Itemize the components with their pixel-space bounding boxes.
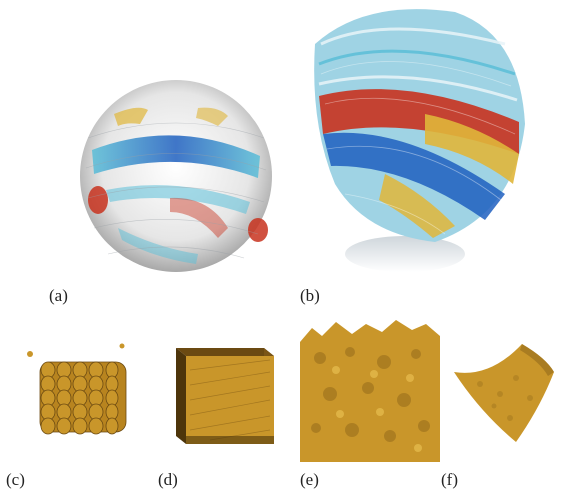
panel-b-caption: (b) — [300, 286, 320, 305]
panel-f-caption: (f) — [441, 470, 458, 489]
panel-d-image — [170, 340, 278, 446]
panel-a-caption: (a) — [49, 286, 68, 305]
panel-d-caption: (d) — [158, 470, 178, 489]
panel-c-caption: (c) — [6, 470, 25, 489]
panel-e-caption: (e) — [300, 470, 319, 489]
panel-c-image — [22, 340, 132, 445]
panel-a-image — [78, 78, 274, 274]
panel-b-image — [305, 4, 530, 276]
panel-f-image — [450, 338, 560, 448]
panel-e-image — [300, 318, 440, 462]
